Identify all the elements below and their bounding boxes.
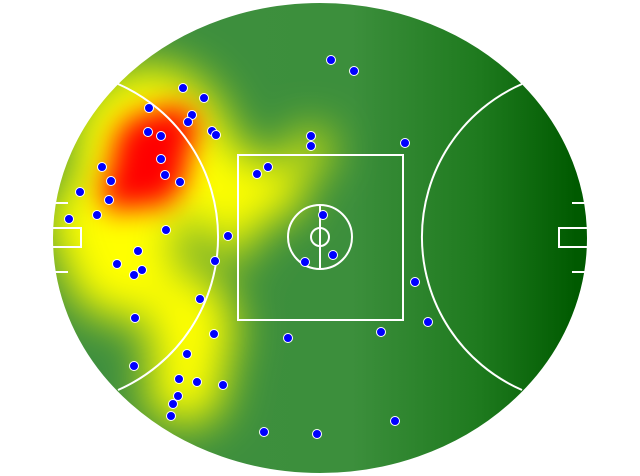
data-point	[129, 361, 139, 371]
data-point	[183, 117, 193, 127]
data-point	[166, 411, 176, 421]
data-point	[143, 127, 153, 137]
data-point	[210, 256, 220, 266]
data-point	[130, 313, 140, 323]
data-point	[410, 277, 420, 287]
data-point	[223, 231, 233, 241]
data-point	[259, 427, 269, 437]
data-point	[106, 176, 116, 186]
data-point	[104, 195, 114, 205]
data-point	[97, 162, 107, 172]
left-50m-arc	[117, 83, 220, 391]
data-point	[174, 374, 184, 384]
data-point	[175, 177, 185, 187]
data-point	[252, 169, 262, 179]
data-point	[137, 265, 147, 275]
data-point	[318, 210, 328, 220]
data-point	[400, 138, 410, 148]
data-point	[75, 187, 85, 197]
data-point	[112, 259, 122, 269]
data-point	[306, 141, 316, 151]
data-point	[328, 250, 338, 260]
data-point	[64, 214, 74, 224]
data-point	[133, 246, 143, 256]
data-point	[156, 131, 166, 141]
data-point	[161, 225, 171, 235]
data-point	[218, 380, 228, 390]
data-point	[300, 257, 310, 267]
left-goal-square	[51, 227, 82, 248]
data-point	[144, 103, 154, 113]
centre-square	[237, 154, 404, 321]
data-point	[92, 210, 102, 220]
data-point	[349, 66, 359, 76]
heat-zone-high	[102, 168, 138, 212]
data-point	[211, 130, 221, 140]
data-points	[64, 55, 433, 439]
data-point	[173, 391, 183, 401]
data-point	[423, 317, 433, 327]
data-point	[199, 93, 209, 103]
data-point	[376, 327, 386, 337]
data-point	[182, 349, 192, 359]
data-point	[326, 55, 336, 65]
data-point	[160, 170, 170, 180]
data-point	[129, 270, 139, 280]
data-point	[263, 162, 273, 172]
field-markings	[51, 1, 589, 475]
data-point	[283, 333, 293, 343]
data-point	[178, 83, 188, 93]
right-goal-square	[558, 227, 589, 248]
data-point	[192, 377, 202, 387]
heat-zone-medium	[52, 180, 115, 260]
data-point	[390, 416, 400, 426]
data-point	[209, 329, 219, 339]
data-point	[306, 131, 316, 141]
data-point	[195, 294, 205, 304]
right-50m-arc	[420, 83, 523, 391]
heat-zone-medium	[145, 355, 225, 425]
data-point	[156, 154, 166, 164]
data-point	[312, 429, 322, 439]
data-point	[168, 399, 178, 409]
